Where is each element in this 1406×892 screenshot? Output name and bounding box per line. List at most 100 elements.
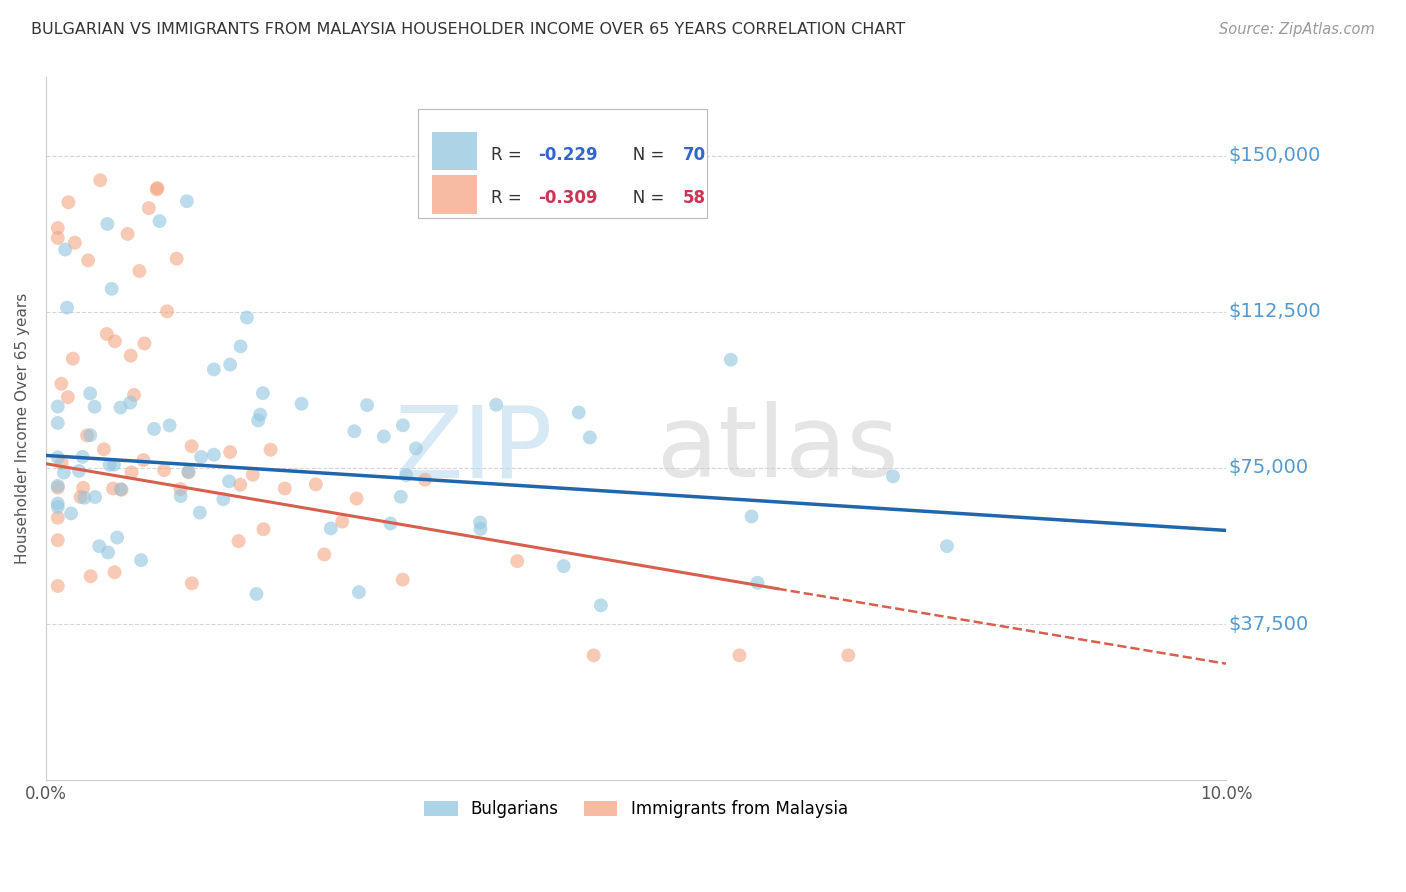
Y-axis label: Householder Income Over 65 years: Householder Income Over 65 years (15, 293, 30, 565)
Point (153, 463, 176, 477)
Text: ZIP: ZIP (395, 401, 554, 499)
Point (69, 490, 91, 504)
Point (46, 231, 69, 245)
Point (180, 439, 202, 453)
Point (89, 539, 111, 553)
Point (98, 458, 121, 472)
Point (96, 326, 118, 341)
Point (252, 386, 274, 401)
Point (219, 358, 242, 372)
Point (110, 482, 132, 496)
Point (128, 264, 150, 278)
Point (63, 235, 86, 250)
Point (391, 573, 413, 587)
Text: Source: ZipAtlas.com: Source: ZipAtlas.com (1219, 22, 1375, 37)
Point (259, 442, 281, 457)
Text: N =: N = (617, 189, 669, 208)
Point (105, 531, 128, 545)
Point (242, 467, 264, 482)
Point (936, 539, 959, 553)
Text: N =: N = (617, 145, 669, 164)
Point (110, 401, 132, 415)
Point (274, 482, 297, 496)
Point (330, 515, 353, 529)
Point (290, 397, 312, 411)
Point (46, 510, 69, 524)
Point (346, 491, 368, 506)
Point (252, 522, 274, 536)
Point (62, 351, 84, 366)
Point (249, 408, 271, 422)
Point (380, 516, 402, 531)
Point (212, 492, 235, 507)
Point (72, 481, 94, 495)
Point (79, 428, 101, 442)
Point (169, 489, 191, 503)
Point (122, 388, 145, 402)
Point (46, 481, 69, 495)
Point (145, 182, 167, 196)
Point (60, 507, 83, 521)
Point (229, 477, 252, 491)
Point (46, 221, 69, 235)
Text: $112,500: $112,500 (1229, 302, 1320, 321)
Text: $75,000: $75,000 (1229, 458, 1309, 477)
Point (67, 464, 90, 478)
Point (52, 466, 75, 480)
Point (120, 349, 142, 363)
Point (46, 479, 69, 493)
Point (83, 400, 105, 414)
Text: R =: R = (491, 145, 527, 164)
Point (247, 413, 270, 427)
Point (110, 483, 132, 497)
Point (218, 475, 240, 489)
Point (103, 566, 125, 580)
Point (84, 490, 107, 504)
Point (138, 201, 160, 215)
Point (188, 506, 211, 520)
Point (56, 390, 79, 404)
Point (53, 243, 76, 257)
Point (156, 304, 179, 318)
Point (305, 477, 328, 491)
Point (159, 418, 181, 433)
Point (176, 194, 198, 209)
Point (347, 585, 370, 599)
Point (77, 253, 100, 268)
Point (356, 398, 378, 412)
Point (129, 553, 152, 567)
Point (93, 442, 115, 457)
Point (582, 648, 605, 663)
Legend: Bulgarians, Immigrants from Malaysia: Bulgarians, Immigrants from Malaysia (418, 793, 855, 825)
Point (103, 458, 125, 472)
Point (413, 473, 436, 487)
FancyBboxPatch shape (418, 109, 707, 218)
Point (101, 482, 124, 496)
Point (720, 352, 742, 367)
Point (747, 575, 769, 590)
Point (741, 509, 763, 524)
Point (97, 545, 120, 559)
Point (553, 559, 575, 574)
Point (117, 227, 139, 241)
Point (395, 468, 418, 483)
Point (343, 424, 366, 438)
Point (485, 398, 508, 412)
Point (148, 214, 170, 228)
Point (51, 376, 73, 391)
Text: $37,500: $37,500 (1229, 615, 1309, 633)
Point (228, 534, 250, 549)
Point (46, 500, 69, 514)
Point (121, 466, 143, 480)
Point (579, 430, 602, 444)
Point (389, 490, 412, 504)
Point (134, 336, 156, 351)
Point (392, 418, 415, 433)
Point (46, 450, 69, 465)
Point (46, 416, 69, 430)
Point (76, 428, 98, 442)
Point (177, 465, 200, 479)
Point (51, 456, 73, 470)
Point (46, 579, 69, 593)
Point (72, 450, 94, 464)
